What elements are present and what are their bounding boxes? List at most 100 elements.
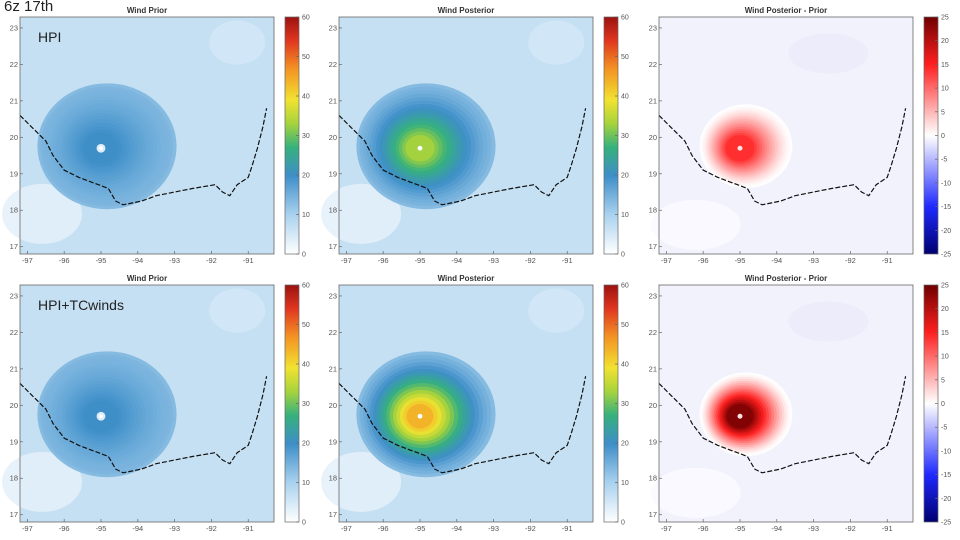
x-tick-label: -93 bbox=[808, 256, 819, 265]
colorbar-tick-label: 50 bbox=[302, 54, 310, 61]
x-tick-label: -97 bbox=[341, 256, 352, 265]
x-tick-label: -94 bbox=[132, 256, 143, 265]
colorbar-tick-label: 50 bbox=[621, 54, 629, 61]
ocean-patch bbox=[528, 288, 585, 333]
colorbar-tick-label: 20 bbox=[302, 173, 310, 180]
storm-eye bbox=[737, 145, 743, 151]
y-tick-label: 23 bbox=[329, 23, 337, 32]
row-label-hpi-tcwinds: HPI+TCwinds bbox=[38, 297, 124, 313]
colorbar-tick-label: 40 bbox=[302, 94, 310, 101]
colorbar-tick-label: 0 bbox=[302, 252, 306, 259]
colorbar-tick-label: -25 bbox=[941, 520, 951, 527]
chart-panel-3: Wind Posterior - Prior -97 -96 -95 -94 -93 -92… bbox=[649, 6, 952, 265]
y-tick-label: 21 bbox=[329, 96, 337, 105]
x-tick-label: -96 bbox=[59, 256, 70, 265]
colorbar-tick-label: 5 bbox=[941, 109, 945, 116]
x-tick-label: -97 bbox=[22, 256, 33, 265]
x-tick-label: -97 bbox=[661, 256, 672, 265]
y-tick-label: 22 bbox=[649, 60, 657, 69]
y-tick-label: 23 bbox=[329, 291, 337, 300]
colorbar-tick-label: 30 bbox=[302, 133, 310, 140]
colorbar-tick-label: 10 bbox=[302, 212, 310, 219]
colorbar-tick-label: 30 bbox=[621, 133, 629, 140]
panel-title: Wind Prior bbox=[127, 6, 167, 15]
y-tick-label: 23 bbox=[649, 291, 657, 300]
x-tick-label: -91 bbox=[243, 524, 254, 533]
storm-eye bbox=[737, 413, 743, 419]
colorbar-tick-label: 25 bbox=[941, 15, 949, 22]
colorbar-tick-label: 10 bbox=[302, 480, 310, 487]
x-tick-label: -93 bbox=[808, 524, 819, 533]
x-tick-label: -93 bbox=[488, 256, 499, 265]
colorbar-tick-label: 60 bbox=[302, 15, 310, 22]
land-patch bbox=[321, 183, 402, 244]
coastline bbox=[338, 376, 587, 474]
ocean-patch bbox=[209, 20, 266, 65]
x-tick-label: -92 bbox=[525, 524, 536, 533]
y-tick-label: 23 bbox=[649, 23, 657, 32]
x-tick-label: -92 bbox=[525, 256, 536, 265]
x-tick-label: -91 bbox=[882, 524, 893, 533]
plot-frame bbox=[658, 284, 914, 523]
y-tick-label: 17 bbox=[329, 510, 337, 519]
colorbar-tick-label: -20 bbox=[941, 228, 951, 235]
chart-panel-1: Wind Prior -97 -96 -95 -94 -93 -92 -91 23 22 21 20 1… bbox=[2, 6, 310, 265]
x-tick-label: -96 bbox=[378, 524, 389, 533]
y-tick-label: 23 bbox=[10, 23, 18, 32]
x-tick-label: -91 bbox=[562, 524, 573, 533]
y-tick-label: 21 bbox=[10, 96, 18, 105]
coastline bbox=[658, 108, 907, 206]
panel-title: Wind Posterior bbox=[438, 274, 495, 283]
x-tick-label: -97 bbox=[661, 524, 672, 533]
coastline bbox=[19, 376, 268, 474]
colorbar-tick-label: -20 bbox=[941, 496, 951, 503]
x-tick-label: -91 bbox=[562, 256, 573, 265]
colorbar-tick-label: 60 bbox=[621, 283, 629, 290]
x-tick-label: -93 bbox=[169, 524, 180, 533]
land-patch bbox=[650, 467, 741, 518]
x-tick-label: -96 bbox=[698, 524, 709, 533]
x-tick-label: -92 bbox=[845, 524, 856, 533]
x-tick-label: -95 bbox=[735, 256, 746, 265]
y-tick-label: 17 bbox=[329, 242, 337, 251]
y-tick-label: 22 bbox=[329, 328, 337, 337]
chart-panel-2: Wind Posterior -97 -96 -95 -94 -93 -92 -91 23 22 2… bbox=[321, 6, 629, 265]
x-tick-label: -92 bbox=[206, 524, 217, 533]
land-patch bbox=[650, 199, 741, 250]
colorbar-tick-label: 60 bbox=[621, 15, 629, 22]
y-tick-label: 21 bbox=[10, 364, 18, 373]
y-tick-label: 20 bbox=[10, 401, 18, 410]
colorbar-tick-label: 0 bbox=[941, 401, 945, 408]
colorbar-tick-label: 50 bbox=[302, 322, 310, 329]
storm-eye-core bbox=[98, 414, 103, 419]
plot-frame bbox=[658, 16, 914, 255]
x-tick-label: -91 bbox=[243, 256, 254, 265]
colorbar-tick-label: 5 bbox=[941, 377, 945, 384]
coastline bbox=[658, 376, 907, 474]
x-tick-label: -96 bbox=[59, 524, 70, 533]
land-patch bbox=[2, 451, 83, 512]
x-tick-label: -94 bbox=[771, 524, 782, 533]
y-tick-label: 19 bbox=[10, 437, 18, 446]
x-tick-label: -94 bbox=[771, 256, 782, 265]
x-tick-label: -92 bbox=[845, 256, 856, 265]
panel-title: Wind Prior bbox=[127, 274, 167, 283]
plot-frame bbox=[19, 284, 275, 523]
colorbar-tick-label: 10 bbox=[941, 354, 949, 361]
panel-title: Wind Posterior - Prior bbox=[745, 274, 828, 283]
colorbar-tick-label: -5 bbox=[941, 157, 947, 164]
y-tick-label: 22 bbox=[329, 60, 337, 69]
y-tick-label: 22 bbox=[10, 60, 18, 69]
colorbar-tick-label: -15 bbox=[941, 204, 951, 211]
colorbar-tick-label: 0 bbox=[302, 520, 306, 527]
x-tick-label: -93 bbox=[488, 524, 499, 533]
colorbar-tick-label: 60 bbox=[302, 283, 310, 290]
colorbar-tick-label: -10 bbox=[941, 180, 951, 187]
colorbar-tick-label: 0 bbox=[621, 252, 625, 259]
y-tick-label: 18 bbox=[649, 206, 657, 215]
y-tick-label: 20 bbox=[329, 133, 337, 142]
x-tick-label: -94 bbox=[451, 256, 462, 265]
colorbar-tick-label: 15 bbox=[941, 62, 949, 69]
ocean-patch bbox=[788, 301, 869, 342]
